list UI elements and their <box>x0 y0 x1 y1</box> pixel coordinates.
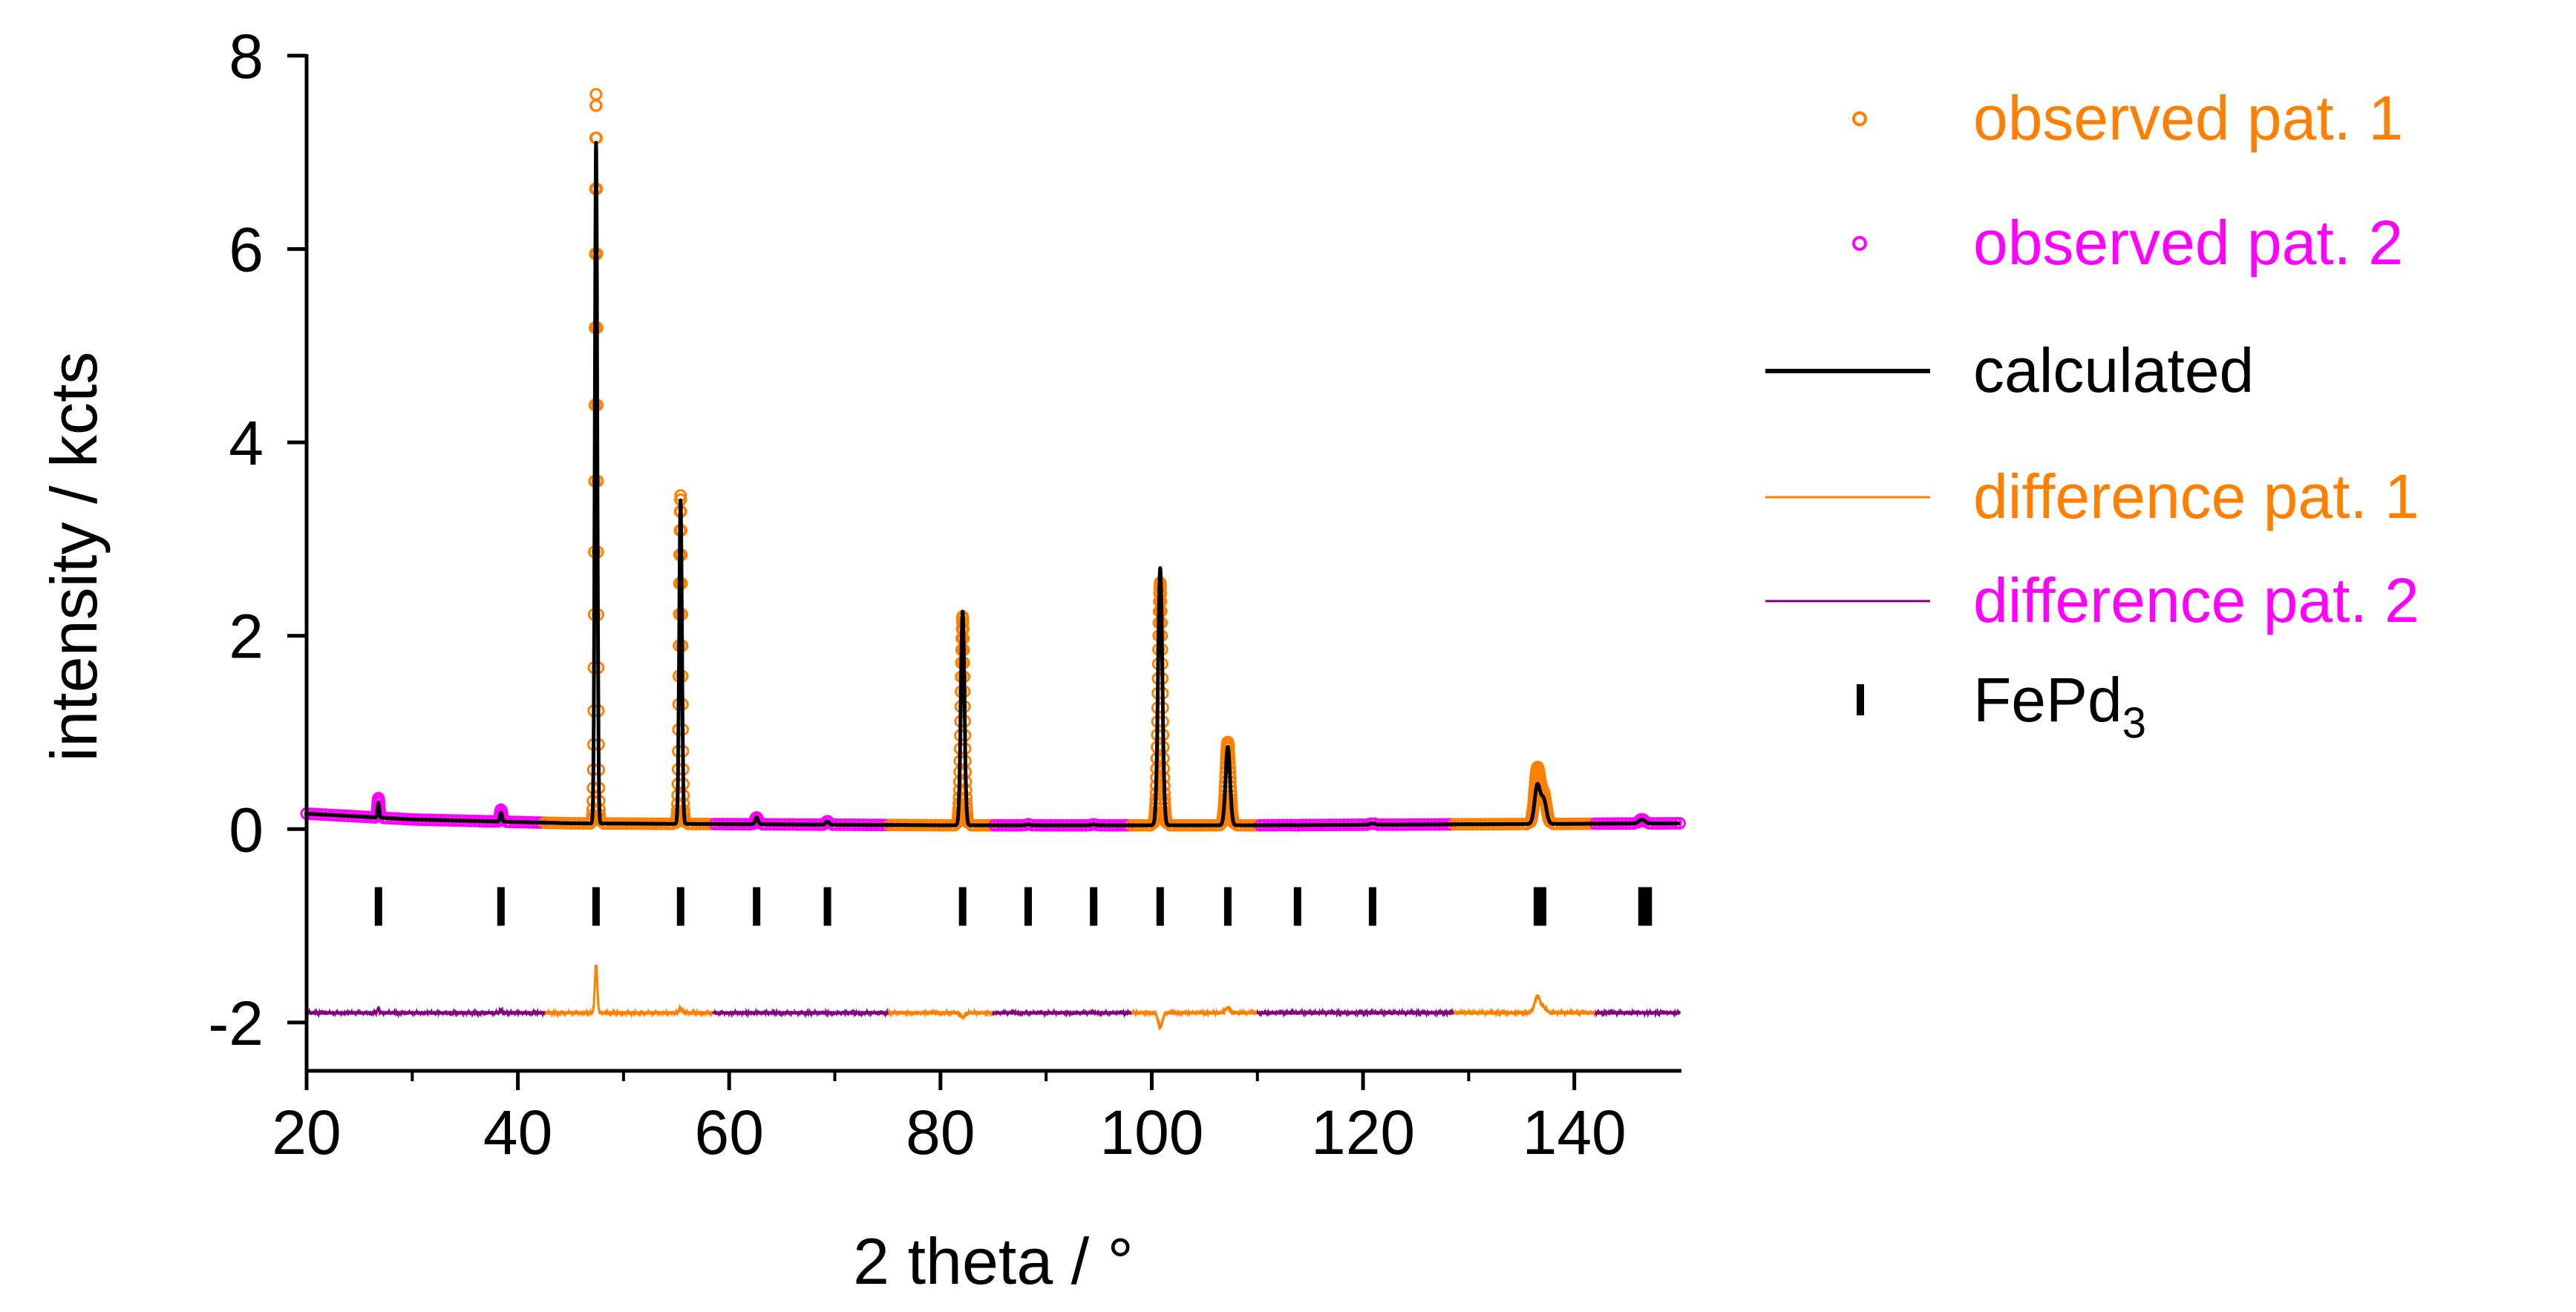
y-tick-label: 8 <box>229 22 264 91</box>
x-tick-label: 140 <box>1523 1098 1627 1167</box>
fepd3-reflection-tick <box>1293 887 1301 926</box>
difference-curve-pattern-2 <box>712 1007 889 1019</box>
y-tick-label: 4 <box>229 408 264 478</box>
difference-curve-pattern-1 <box>1129 1005 1259 1031</box>
legend: observed pat. 1 observed pat. 2 calculat… <box>1765 83 2419 747</box>
fepd3-reflection-tick <box>1223 887 1232 926</box>
y-axis-title: intensity / kcts <box>37 352 111 762</box>
y-tick-label: 0 <box>229 795 264 865</box>
x-tick-label: 100 <box>1099 1098 1203 1167</box>
x-tick-label: 80 <box>906 1098 975 1167</box>
difference-curve-pattern-2 <box>1594 1007 1681 1019</box>
legend-label-difference-1: difference pat. 1 <box>1973 462 2419 531</box>
difference-curve-pattern-2 <box>305 1006 546 1019</box>
observed-point <box>589 88 603 101</box>
x-tick-label: 120 <box>1311 1098 1415 1167</box>
fepd3-reflection-tick <box>823 887 831 926</box>
difference-curve-pattern-2 <box>992 1007 1132 1019</box>
fepd3-reflection-tick <box>1539 887 1546 926</box>
plot-area-frame <box>307 56 1680 1071</box>
legend-label-observed-1: observed pat. 1 <box>1973 83 2403 153</box>
difference-curve-pattern-1 <box>543 964 715 1019</box>
calculated-curve <box>304 140 1682 827</box>
fepd3-reflection-tick <box>753 887 761 926</box>
difference-curve-pattern-2 <box>1256 1007 1454 1019</box>
x-tick-label: 20 <box>272 1098 341 1167</box>
axes-layer: 2 theta / ° intensity / kcts 20 40 60 80 100… <box>37 22 1681 1298</box>
fepd3-reflection-tick <box>1024 887 1032 926</box>
difference-curve-pattern-1 <box>886 1007 995 1020</box>
x-tick-label: 40 <box>483 1098 552 1167</box>
x-tick-label: 60 <box>695 1098 764 1167</box>
legend-label-observed-2: observed pat. 2 <box>1973 208 2403 278</box>
y-tick-label: 6 <box>229 215 264 285</box>
legend-marker-observed-2 <box>1852 236 1867 251</box>
calculated-layer <box>304 140 1682 827</box>
x-axis-title: 2 theta / ° <box>853 1224 1134 1298</box>
observed-point <box>589 99 603 112</box>
y-tick-label: 2 <box>229 602 264 672</box>
observed-points-layer <box>300 88 1686 832</box>
fepd3-reflection-tick <box>1644 887 1653 926</box>
fepd3-reflection-tick <box>592 887 600 926</box>
legend-label-fepd3-main: FePd <box>1973 665 2122 735</box>
difference-curve-pattern-1 <box>1451 994 1597 1019</box>
fepd3-reflection-tick <box>497 887 505 926</box>
legend-marker-observed-1 <box>1852 111 1867 126</box>
y-tick-label: -2 <box>208 988 264 1058</box>
legend-label-calculated: calculated <box>1973 335 2254 405</box>
fepd3-reflection-tick <box>1533 887 1541 926</box>
fepd3-reflection-tick <box>374 887 382 926</box>
fepd3-reflection-tick <box>1368 887 1376 926</box>
fepd3-reflection-tick <box>1638 887 1646 926</box>
legend-marker-fepd3 <box>1857 684 1864 715</box>
fepd3-reflection-tick <box>1090 887 1098 926</box>
legend-label-difference-2: difference pat. 2 <box>1973 565 2419 635</box>
legend-label-fepd3-subscript: 3 <box>2122 699 2146 747</box>
legend-label-fepd3: FePd3 <box>1973 665 2146 747</box>
reflection-markers-layer <box>374 887 1653 926</box>
difference-layer <box>305 964 1681 1031</box>
fepd3-reflection-tick <box>958 887 967 926</box>
fepd3-reflection-tick <box>676 887 684 926</box>
fepd3-reflection-tick <box>1156 887 1164 926</box>
